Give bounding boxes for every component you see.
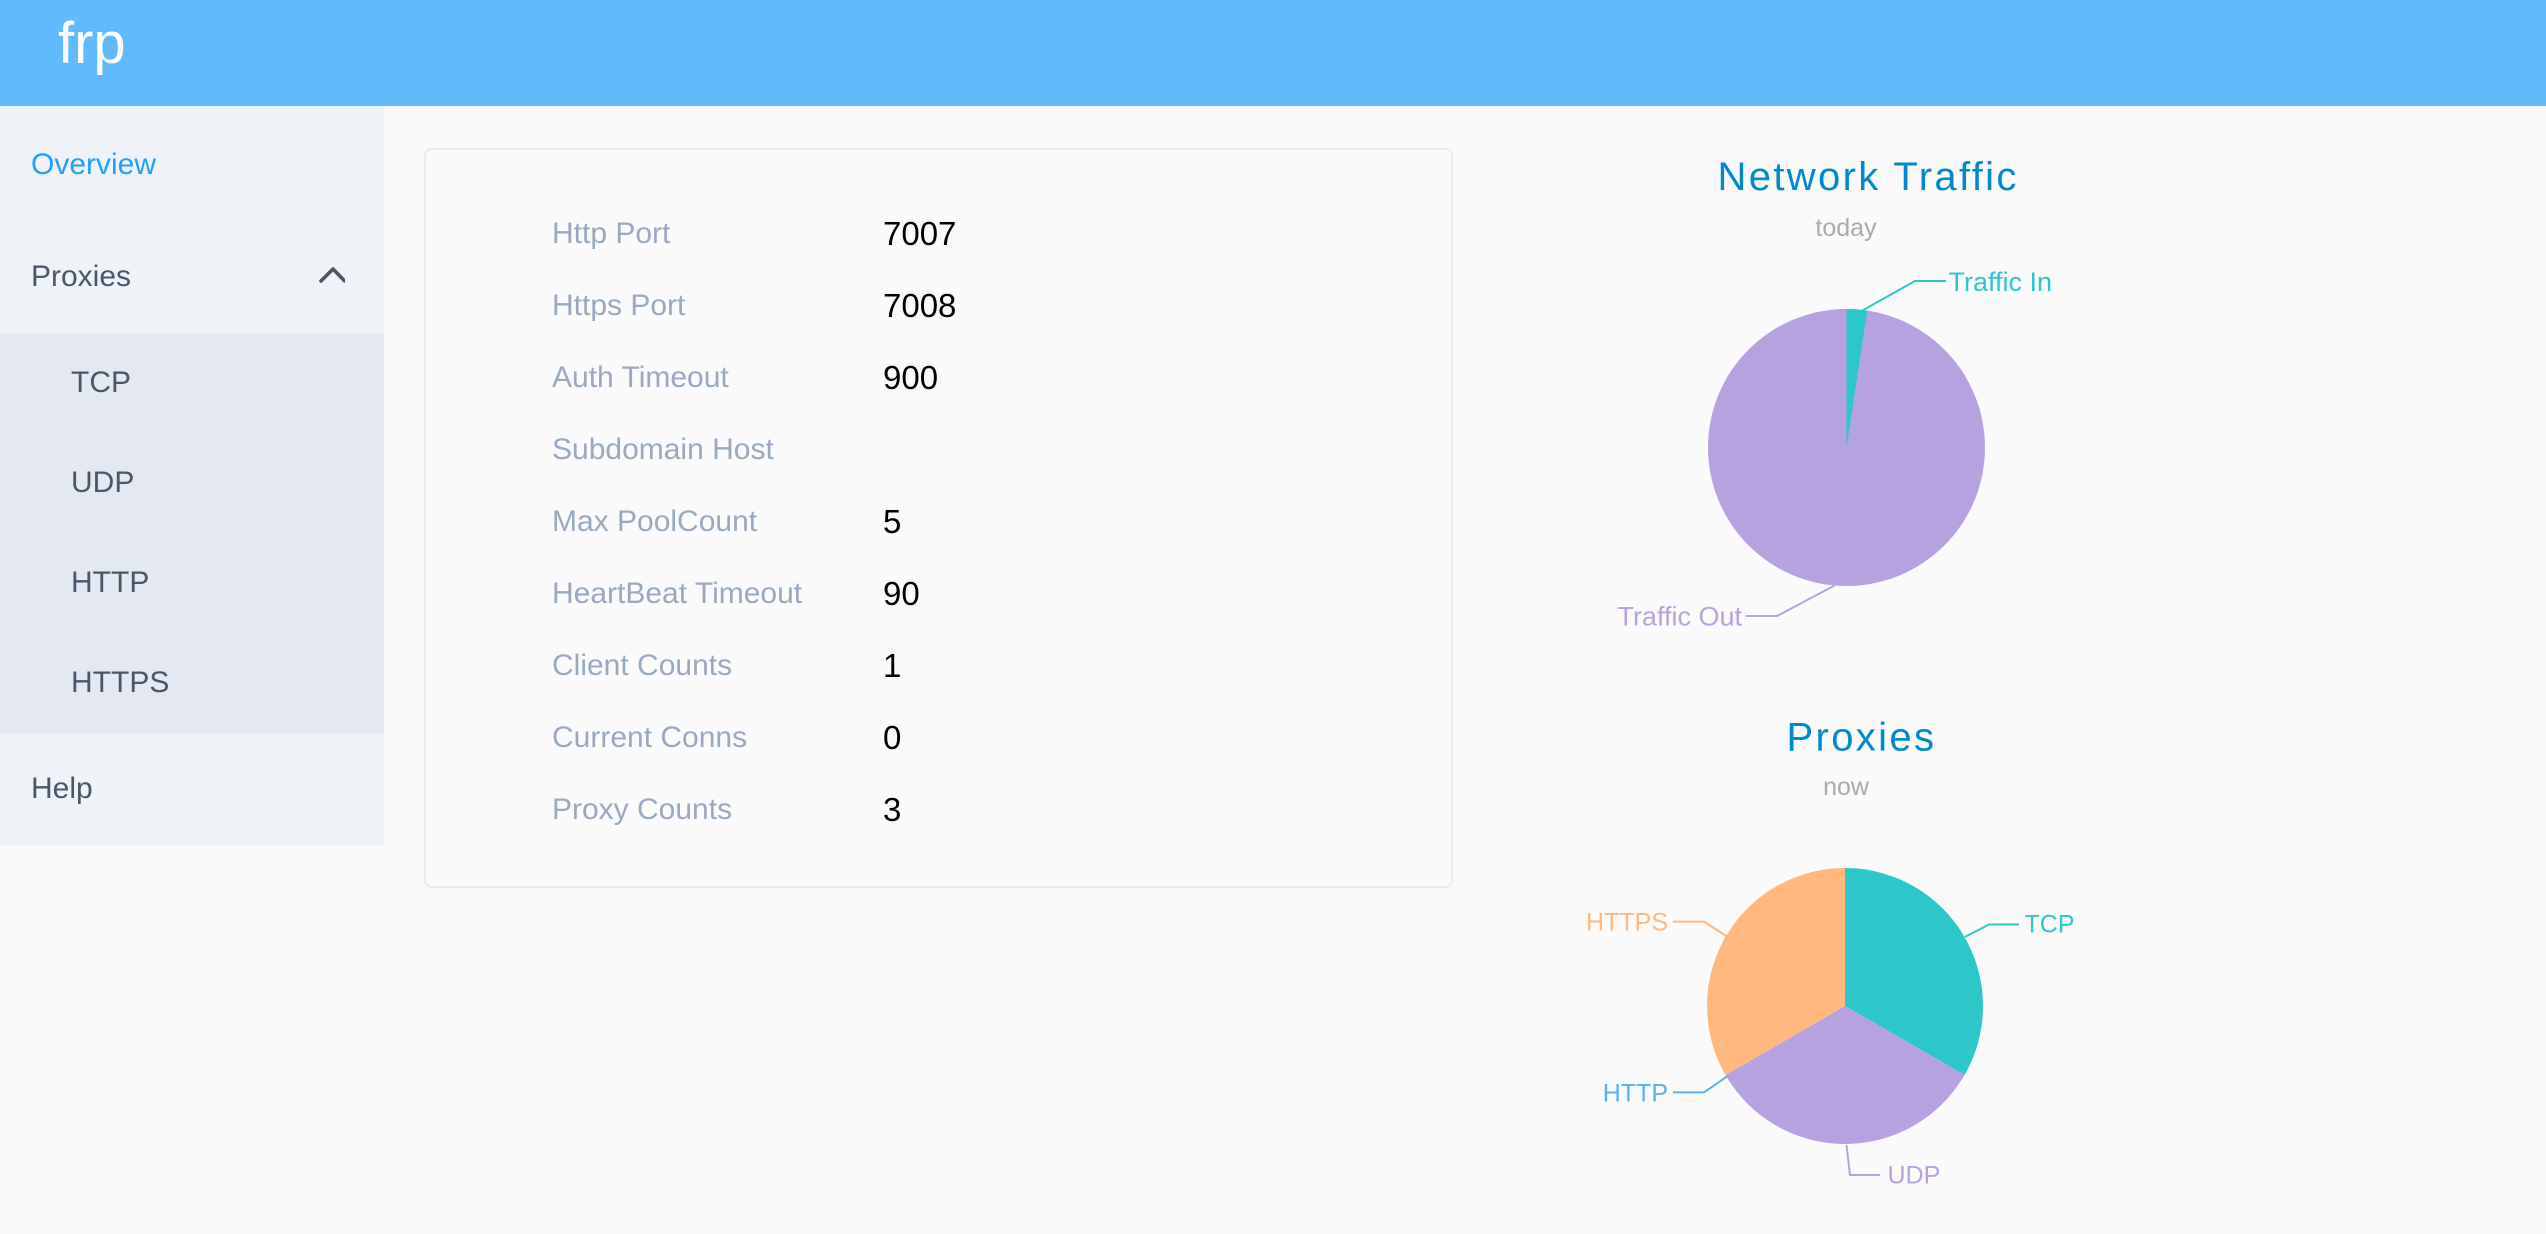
svg-text:Traffic In: Traffic In [1949,267,2053,297]
svg-text:today: today [1815,214,1877,242]
svg-text:now: now [1823,773,1870,801]
svg-text:UDP: UDP [1888,1162,1941,1190]
svg-text:Proxies: Proxies [1787,716,1937,760]
svg-text:HTTPS: HTTPS [1586,909,1668,937]
svg-text:Traffic Out: Traffic Out [1617,602,1742,632]
svg-text:HTTP: HTTP [1603,1080,1668,1108]
svg-text:TCP: TCP [2025,911,2075,939]
svg-text:Network Traffic: Network Traffic [1718,155,2019,199]
